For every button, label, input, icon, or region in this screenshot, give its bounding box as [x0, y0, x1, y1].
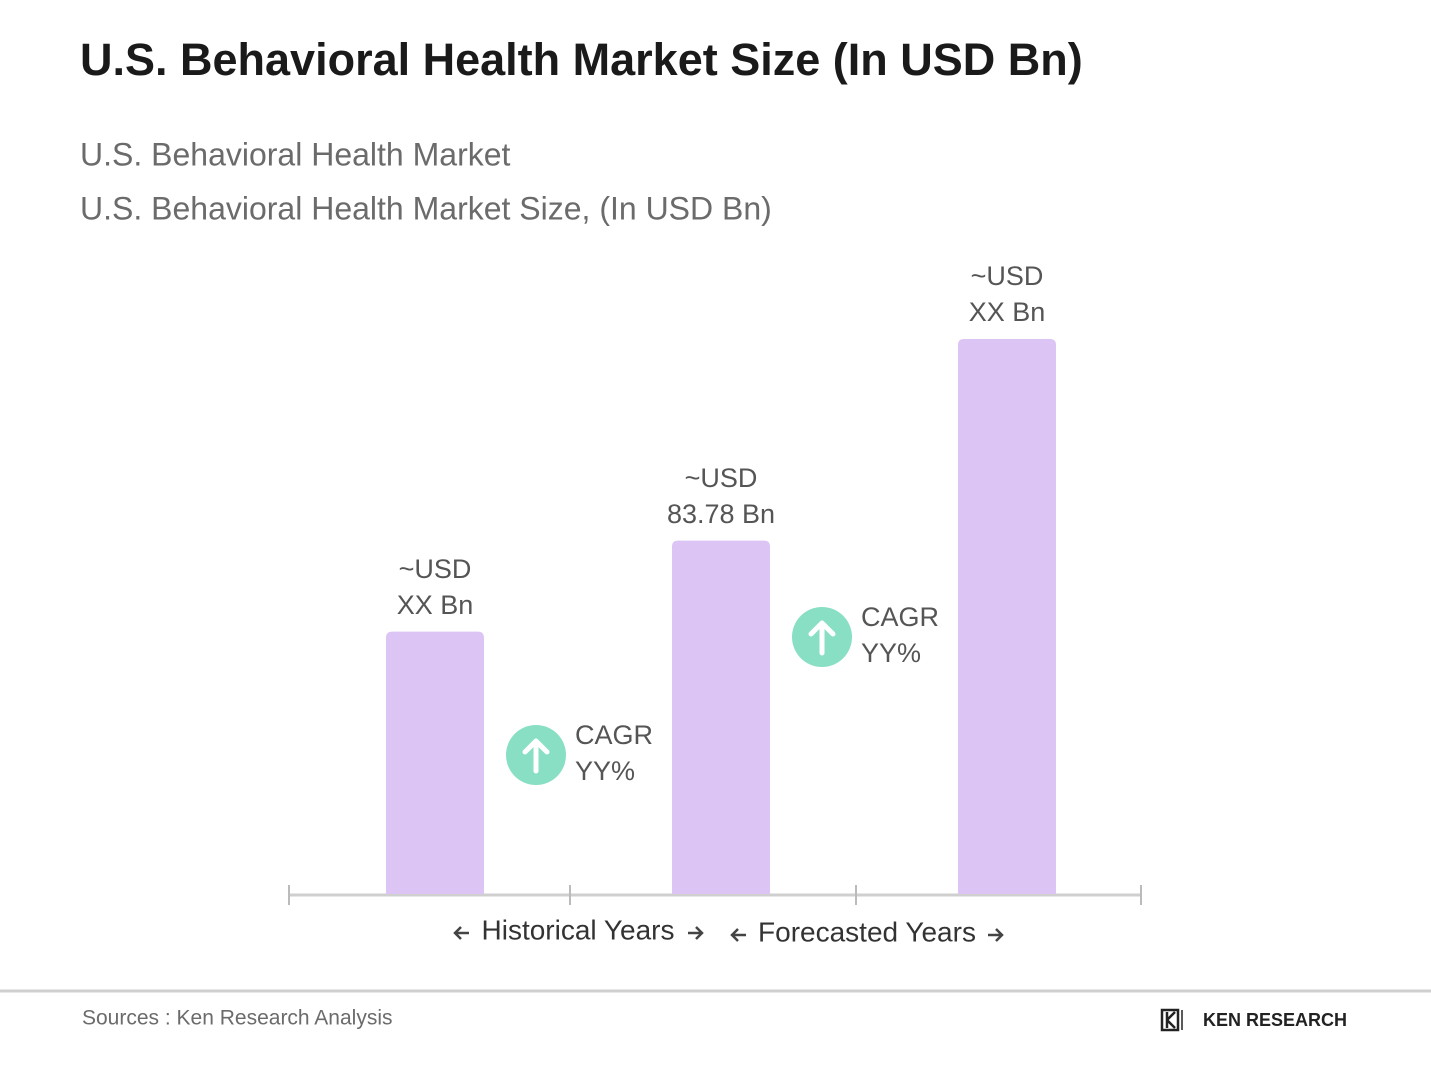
subtitle: U.S. Behavioral Health Market [80, 136, 511, 172]
bar [386, 631, 484, 894]
cagr-arrow [808, 620, 836, 656]
brand-name: KEN RESEARCH [1203, 1010, 1347, 1030]
value-label: ~USD [399, 554, 472, 584]
axis-dividers [288, 885, 1142, 905]
cagr-label: YY% [861, 638, 921, 668]
cagr-arrow [522, 738, 550, 774]
value-label: ~USD [971, 261, 1044, 291]
cagr-label: YY% [575, 756, 635, 786]
value-label: 83.78 Bn [667, 499, 775, 529]
value-label: XX Bn [969, 297, 1046, 327]
bar [672, 540, 770, 894]
chart-title: U.S. Behavioral Health Market Size (In U… [80, 34, 1083, 85]
source: Sources : Ken Research Analysis [82, 1007, 393, 1030]
value-label: ~USD [685, 463, 758, 493]
bar [958, 339, 1056, 894]
subtitle: U.S. Behavioral Health Market Size, (In … [80, 190, 772, 226]
cagr-label: CAGR [575, 720, 653, 750]
period-label: Historical Years [482, 914, 675, 945]
brand-logo: KEN RESEARCH [1160, 1008, 1347, 1032]
value-label: XX Bn [397, 590, 474, 620]
period-arrows [453, 926, 1004, 942]
period-label: Forecasted Years [758, 916, 976, 947]
cagr-label: CAGR [861, 602, 939, 632]
